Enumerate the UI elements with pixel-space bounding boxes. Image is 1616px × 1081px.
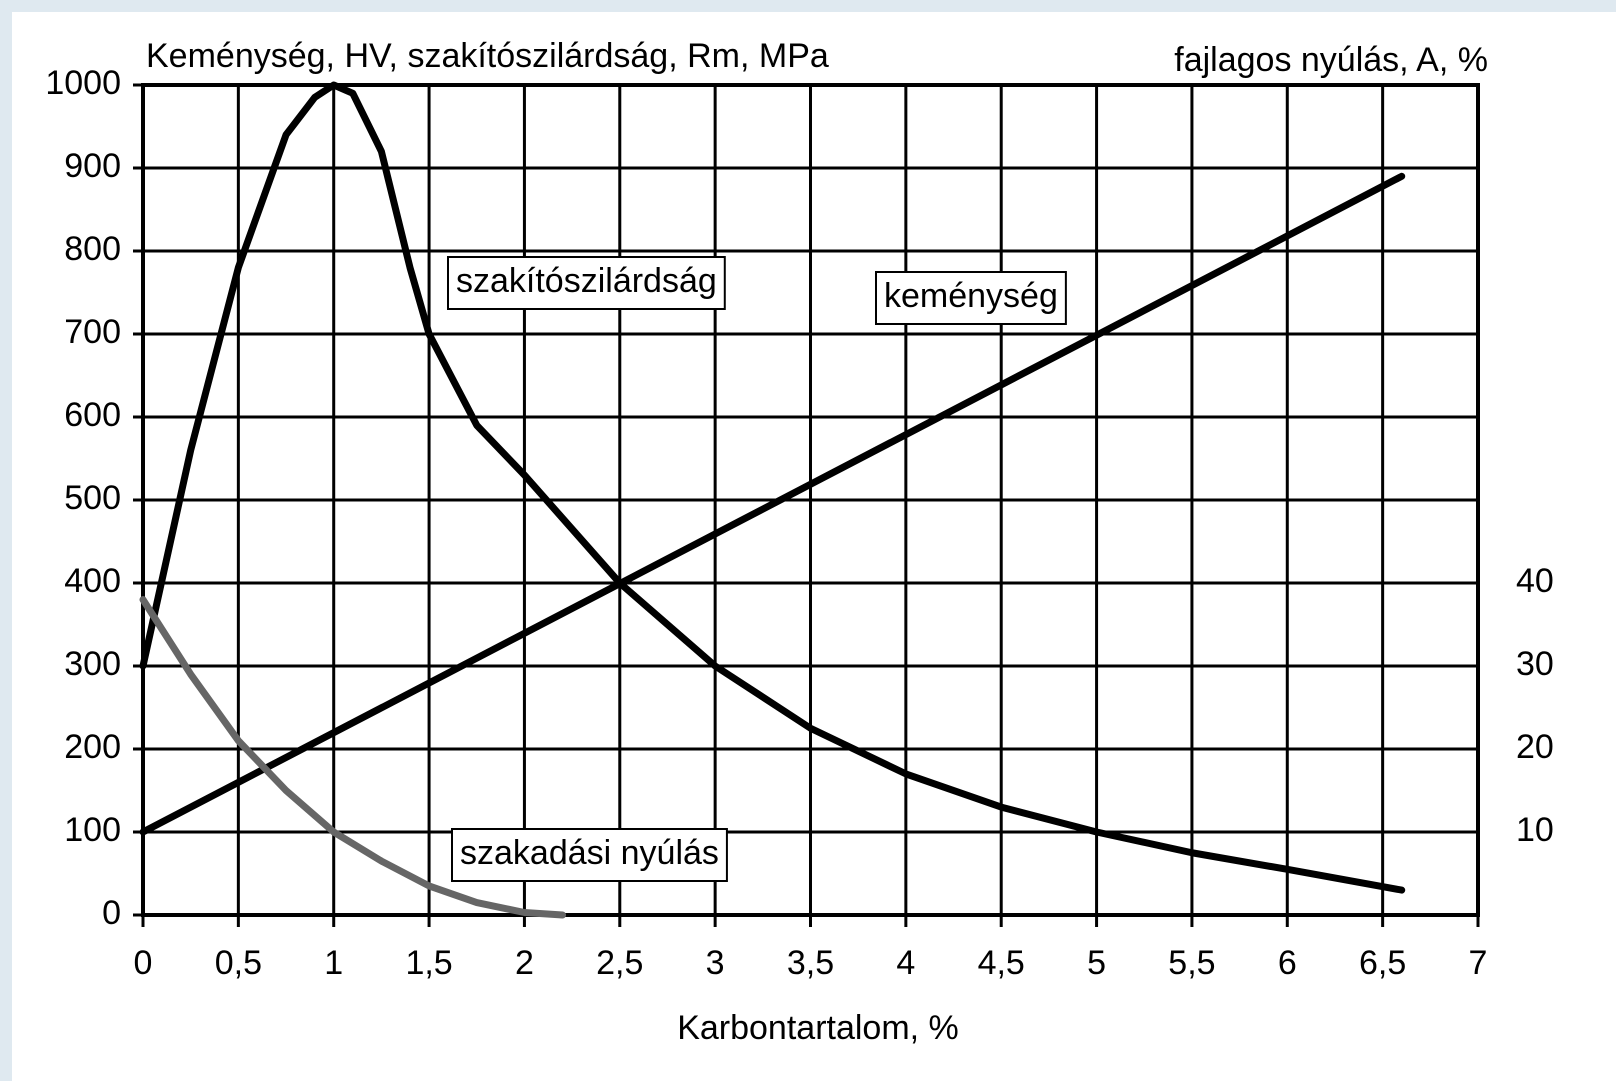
x-tick-label: 3,5 (787, 944, 834, 982)
y-tick-label: 100 (64, 811, 121, 849)
x-tick-label: 2,5 (596, 944, 643, 982)
y-tick-label: 300 (64, 645, 121, 683)
x-tick-label: 5 (1087, 944, 1106, 982)
y-tick-label: 400 (64, 562, 121, 600)
series-label: szakadási nyúlás (460, 834, 719, 872)
x-tick-label: 6,5 (1359, 944, 1406, 982)
x-tick-label: 0,5 (215, 944, 262, 982)
y2-tick-label: 10 (1516, 811, 1554, 849)
x-axis-label: Karbontartalom, % (677, 1009, 959, 1047)
x-tick-label: 7 (1469, 944, 1488, 982)
y2-tick-label: 30 (1516, 645, 1554, 683)
series-line (139, 172, 1406, 836)
x-tick-label: 4,5 (978, 944, 1025, 982)
y2-tick-label: 20 (1516, 728, 1554, 766)
y-tick-label: 800 (64, 230, 121, 268)
x-tick-label: 6 (1278, 944, 1297, 982)
plot-frame (141, 83, 1480, 917)
y-tick-label: 900 (64, 147, 121, 185)
series-line (139, 81, 1406, 894)
y-axis-label: Keménység, HV, szakítószilárdság, Rm, MP… (146, 37, 829, 75)
x-tick-label: 1 (324, 944, 343, 982)
series-line (139, 596, 567, 919)
y-tick-label: 700 (64, 313, 121, 351)
x-tick-label: 0 (134, 944, 153, 982)
x-tick-label: 4 (896, 944, 915, 982)
x-tick-label: 2 (515, 944, 534, 982)
series-label-box (451, 828, 728, 882)
y2-tick-label: 40 (1516, 562, 1554, 600)
y-tick-label: 1000 (45, 64, 121, 102)
series-label-box (875, 271, 1067, 325)
y2-axis-label: fajlagos nyúlás, A, % (1174, 41, 1488, 79)
series-label-box (447, 256, 726, 310)
y-tick-label: 600 (64, 396, 121, 434)
series-label: szakítószilárdság (456, 262, 717, 300)
series-label: keménység (884, 277, 1058, 315)
y-tick-label: 200 (64, 728, 121, 766)
x-tick-label: 3 (706, 944, 725, 982)
x-tick-label: 5,5 (1168, 944, 1215, 982)
y-tick-label: 500 (64, 479, 121, 517)
y-tick-label: 0 (102, 894, 121, 932)
chart-background (12, 12, 1616, 1081)
x-tick-label: 1,5 (405, 944, 452, 982)
